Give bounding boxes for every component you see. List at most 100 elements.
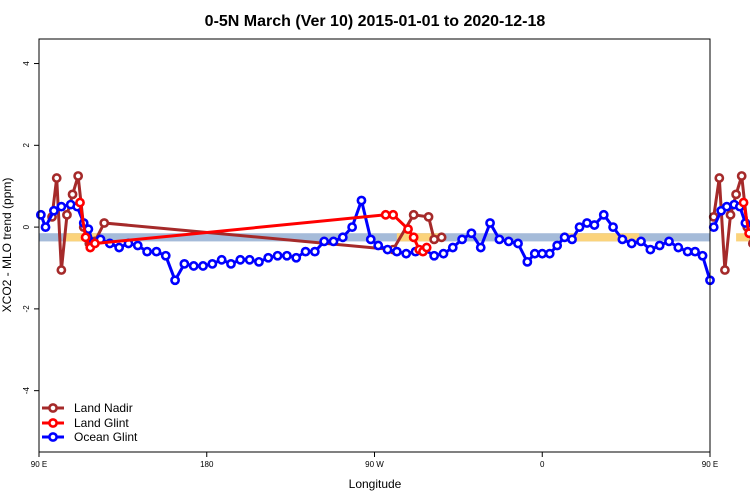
data-point-ocean-glint <box>188 261 199 271</box>
legend-label-ocean-glint: Ocean Glint <box>74 430 138 444</box>
data-point-ocean-glint <box>40 222 51 232</box>
data-point-ocean-glint <box>198 261 208 271</box>
data-point-ocean-glint <box>216 254 227 265</box>
data-point-ocean-glint <box>56 201 67 212</box>
data-point-land-glint <box>408 232 419 243</box>
data-point-ocean-glint <box>475 242 486 253</box>
x-tick-label: 90 E <box>31 460 47 469</box>
x-tick-label: 180 <box>200 460 214 469</box>
data-point-ocean-glint <box>682 246 693 257</box>
data-point-ocean-glint <box>537 248 548 259</box>
data-point-land-nadir <box>67 189 78 200</box>
series-line-land-glint <box>742 202 750 238</box>
data-point-ocean-glint <box>328 236 339 247</box>
data-point-land-nadir <box>62 209 72 220</box>
data-point-ocean-glint <box>429 250 440 261</box>
series-line-land-nadir <box>712 174 750 272</box>
data-point-land-nadir <box>423 211 434 222</box>
data-point-ocean-glint <box>263 252 274 263</box>
data-point-ocean-glint <box>347 222 358 232</box>
data-point-ocean-glint <box>552 240 563 251</box>
data-point-land-nadir <box>56 265 67 275</box>
data-point-ocean-glint <box>35 209 46 220</box>
data-point-ocean-glint <box>254 256 264 267</box>
data-point-ocean-glint <box>544 248 555 259</box>
data-point-land-glint <box>90 238 100 249</box>
data-point-land-nadir <box>731 189 741 200</box>
x-axis-label: Longitude <box>349 477 402 491</box>
data-point-land-glint <box>380 209 391 220</box>
data-point-ocean-glint <box>466 228 477 239</box>
legend: Land Nadir Land Glint Ocean Glint <box>42 401 138 444</box>
data-point-ocean-glint <box>598 209 609 220</box>
data-point-ocean-glint <box>664 236 674 247</box>
y-tick-label: -4 <box>22 387 31 395</box>
legend-marker-land-nadir <box>48 403 58 413</box>
data-point-ocean-glint <box>373 240 384 251</box>
data-point-land-nadir <box>99 218 110 228</box>
data-point-land-nadir <box>408 209 419 220</box>
series-lines <box>35 171 750 286</box>
data-point-ocean-glint <box>645 244 656 255</box>
data-point-land-nadir <box>436 232 447 243</box>
data-point-land-nadir <box>720 265 730 275</box>
y-tick-label: 4 <box>22 61 31 66</box>
land-band-segment <box>560 233 640 242</box>
data-point-land-nadir <box>429 234 440 245</box>
data-point-ocean-glint <box>697 250 708 261</box>
data-point-ocean-glint <box>522 256 533 267</box>
data-point-ocean-glint <box>457 234 468 245</box>
data-point-ocean-glint <box>170 275 180 286</box>
land-band-segment <box>396 233 444 242</box>
data-point-ocean-glint <box>142 246 153 257</box>
data-point-ocean-glint <box>281 250 292 261</box>
data-point-land-glint <box>744 228 750 239</box>
data-point-land-glint <box>388 209 399 220</box>
data-point-ocean-glint <box>151 246 162 257</box>
data-point-ocean-glint <box>503 236 514 247</box>
data-point-ocean-glint <box>337 232 348 243</box>
data-point-ocean-glint <box>513 238 523 249</box>
chart-title: 0-5N March (Ver 10) 2015-01-01 to 2020-1… <box>205 13 546 30</box>
x-tick-label: 90 W <box>365 460 384 469</box>
data-point-land-nadir <box>51 173 62 183</box>
legend-marker-ocean-glint <box>48 432 58 442</box>
data-point-ocean-glint <box>365 234 376 245</box>
data-point-ocean-glint <box>179 259 190 269</box>
data-point-ocean-glint <box>319 236 330 247</box>
legend-label-land-glint: Land Glint <box>74 416 129 430</box>
data-point-ocean-glint <box>690 246 700 257</box>
data-point-ocean-glint <box>438 248 449 259</box>
data-point-ocean-glint <box>617 234 628 245</box>
series-land-glint <box>738 197 750 245</box>
data-point-land-nadir <box>725 209 736 220</box>
data-point-ocean-glint <box>244 254 255 265</box>
x-tick-label: 90 E <box>702 460 718 469</box>
data-point-ocean-glint <box>300 246 311 257</box>
data-point-land-nadir <box>736 171 747 181</box>
y-tick-label: -2 <box>22 305 31 313</box>
legend-label-land-nadir: Land Nadir <box>74 401 133 415</box>
data-point-ocean-glint <box>673 242 684 253</box>
data-point-ocean-glint <box>485 218 495 228</box>
series-land-glint <box>75 197 432 257</box>
y-axis-label: XCO2 - MLO trend (ppm) <box>0 178 14 313</box>
data-point-ocean-glint <box>382 244 393 255</box>
data-point-ocean-glint <box>207 259 218 269</box>
data-point-ocean-glint <box>132 240 143 251</box>
y-tick-label: 0 <box>22 224 31 229</box>
x-tick-label: 0 <box>540 460 545 469</box>
data-point-ocean-glint <box>626 238 637 249</box>
data-point-ocean-glint <box>636 236 646 247</box>
data-point-ocean-glint <box>589 220 600 230</box>
data-point-ocean-glint <box>708 222 719 232</box>
data-point-ocean-glint <box>447 242 458 253</box>
data-point-ocean-glint <box>272 250 283 261</box>
axis-ticks: 90 E 180 90 W 0 90 E -4 -2 0 2 4 <box>22 61 718 469</box>
data-point-land-nadir <box>714 173 725 183</box>
data-point-land-glint <box>403 224 413 235</box>
data-point-ocean-glint <box>291 252 302 263</box>
data-point-ocean-glint <box>49 205 59 216</box>
